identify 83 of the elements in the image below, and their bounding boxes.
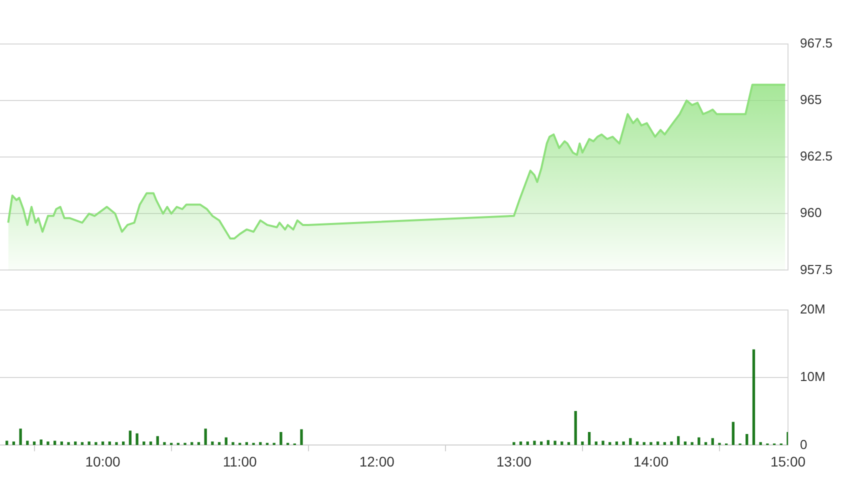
bar [163, 442, 166, 446]
x-tick-label: 15:00 [770, 453, 806, 470]
bar [546, 440, 550, 446]
bar [629, 438, 632, 446]
bar [636, 441, 639, 446]
bar [650, 442, 652, 446]
bar [718, 442, 721, 446]
bar [259, 442, 262, 446]
bar [46, 441, 50, 446]
bar [526, 441, 529, 446]
bar [32, 441, 36, 446]
y-tick-label: 965 [800, 92, 822, 108]
bar [136, 433, 138, 446]
bar [40, 439, 42, 446]
bar [115, 442, 118, 446]
bar [94, 442, 98, 446]
bar [663, 442, 666, 446]
bar [608, 442, 612, 446]
bar [197, 442, 200, 446]
bar [128, 430, 132, 446]
y-tick-label: 960 [800, 205, 822, 220]
bar [690, 442, 694, 446]
bar [74, 441, 77, 446]
bar [670, 441, 673, 446]
bar [711, 438, 714, 446]
bar [642, 442, 646, 446]
bar [19, 428, 22, 446]
bar [684, 441, 687, 446]
x-tick-label: 10:00 [85, 453, 121, 470]
bar [149, 441, 152, 446]
bar [211, 441, 214, 446]
bar [602, 440, 604, 446]
bar [704, 442, 708, 446]
y-tick-label: 967.5 [800, 36, 833, 51]
bar [80, 442, 84, 446]
bar [554, 440, 556, 446]
y-tick-label: 962.5 [800, 148, 833, 164]
bar [204, 428, 207, 446]
bar [581, 441, 584, 446]
bar [88, 441, 90, 446]
bar [60, 441, 63, 446]
bar [622, 441, 625, 446]
bar [746, 434, 748, 446]
bar [232, 442, 234, 446]
bar [67, 442, 70, 446]
bar [224, 437, 228, 446]
y-tick-label: 20M [800, 301, 826, 316]
bar [142, 441, 146, 446]
bar [732, 422, 735, 446]
y-tick-label: 10M [800, 369, 826, 384]
bar [588, 432, 591, 446]
y-tick-label: 0 [800, 436, 808, 452]
bar [752, 349, 756, 446]
bar [280, 432, 282, 446]
bar [190, 442, 194, 446]
bar [540, 441, 543, 446]
bar [101, 441, 104, 446]
bar [574, 411, 577, 446]
bar [615, 441, 618, 446]
bar [519, 441, 522, 446]
bar [12, 441, 16, 446]
bar [567, 442, 570, 446]
bar [560, 441, 564, 446]
x-tick-label: 14:00 [633, 453, 669, 470]
bar [698, 437, 700, 446]
bar [533, 440, 536, 446]
x-tick-label: 12:00 [359, 453, 395, 470]
bar [252, 442, 255, 446]
bar [245, 442, 248, 446]
bar [594, 441, 598, 446]
bar [512, 442, 516, 446]
bar [300, 429, 303, 446]
bar [759, 442, 762, 446]
bar [218, 442, 221, 446]
y-tick-label: 957.5 [800, 262, 833, 277]
bar [656, 441, 660, 446]
bar [108, 441, 111, 446]
bar [677, 436, 680, 446]
bar [184, 442, 186, 446]
x-tick-label: 11:00 [222, 453, 258, 470]
bar [156, 436, 159, 446]
bar [122, 441, 125, 446]
x-tick-label: 13:00 [496, 453, 532, 470]
